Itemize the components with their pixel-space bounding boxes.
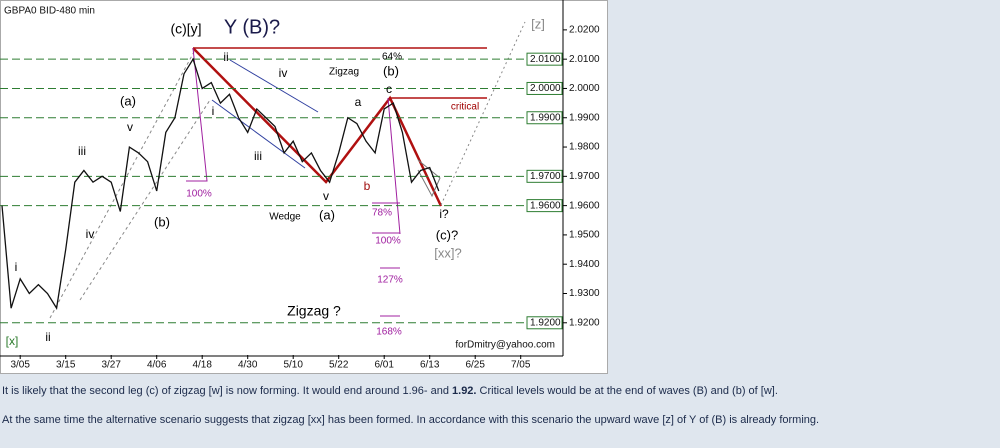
annotation: ii	[223, 50, 228, 64]
annotation: v	[127, 120, 133, 134]
x-tick-label: 6/13	[420, 360, 440, 371]
annotation: iv	[279, 66, 288, 80]
channel-line	[229, 59, 319, 113]
annotation: v	[323, 189, 329, 203]
price-line	[1, 57, 440, 310]
text: Critical levels would be at the end of w…	[476, 385, 778, 397]
x-tick-label: 6/25	[465, 360, 485, 371]
x-tick-label: 3/05	[10, 360, 30, 371]
y-tick-label: 1.9300	[569, 288, 600, 299]
annotation: i	[212, 104, 215, 118]
annotation: 168%	[376, 327, 402, 338]
annotation: iii	[254, 149, 262, 163]
level-box	[526, 199, 563, 213]
annotation: (c)[y]	[170, 21, 201, 37]
chart-title: GBPA0 BID-480 min	[4, 6, 95, 17]
level-label: 2.0100	[530, 54, 561, 65]
text: It is likely that the second leg (c) of …	[2, 385, 453, 397]
x-tick-label: 6/01	[374, 360, 394, 371]
annotation: iii	[78, 144, 86, 158]
level-box	[526, 111, 563, 125]
paragraph: At the same time the alternative scenari…	[2, 414, 820, 426]
x-tick-label: 5/10	[283, 360, 303, 371]
x-tick-label: 5/22	[329, 360, 349, 371]
chart: GBPA0 BID-480 min forDmitry@yahoo.com 2.…	[0, 0, 608, 374]
level-box	[526, 81, 563, 95]
annotation: 100%	[375, 236, 401, 247]
text-bold: 1.92.	[452, 385, 477, 397]
fib-line	[387, 97, 401, 235]
x-tick-label: 4/06	[147, 360, 167, 371]
paragraph: It is likely that the second leg (c) of …	[2, 385, 992, 398]
y-tick-label: 1.9700	[569, 171, 600, 182]
level-box	[526, 316, 563, 330]
level-label: 1.9200	[530, 317, 561, 328]
annotation: 127%	[377, 275, 403, 286]
annotation: 64%	[382, 52, 402, 63]
channel-line	[211, 99, 306, 169]
annotation: Wedge	[269, 212, 301, 223]
y-tick-label: 1.9800	[569, 142, 600, 153]
credit: forDmitry@yahoo.com	[455, 340, 555, 351]
channel-line	[49, 49, 196, 319]
y-tick-label: 2.0100	[569, 54, 600, 65]
annotation: c	[386, 82, 392, 96]
annotation: (c)?	[436, 227, 458, 242]
wedge	[417, 159, 441, 198]
level-label: 1.9700	[530, 171, 561, 182]
annotation: iv	[86, 227, 95, 241]
wave-lines	[49, 21, 526, 319]
y-tick-label: 1.9900	[569, 112, 600, 123]
annotation: ii	[45, 330, 50, 344]
x-tick-label: 4/18	[192, 360, 212, 371]
y-tick-label: 1.9400	[569, 259, 600, 270]
y-tick-label: 2.0000	[569, 83, 600, 94]
annotation: (b)	[154, 214, 170, 229]
annotation: i?	[439, 207, 449, 221]
annotation: Y (B)?	[224, 16, 280, 38]
annotation: (a)	[120, 93, 136, 108]
chart-frame	[0, 0, 608, 374]
level-label: 1.9900	[530, 112, 561, 123]
level-label: 2.0000	[530, 83, 561, 94]
level-box	[526, 169, 563, 183]
annotation: Zigzag	[329, 67, 359, 78]
annotation: critical	[451, 102, 479, 113]
annotation: [x]	[6, 334, 19, 348]
y-tick-label: 2.0200	[569, 25, 600, 36]
y-tick-label: 1.9500	[569, 230, 600, 241]
x-tick-label: 3/27	[101, 360, 121, 371]
annotation: i	[15, 260, 18, 274]
annotation: (a)	[319, 207, 335, 222]
projection-line	[440, 21, 526, 206]
annotation: 78%	[372, 208, 392, 219]
annotation: 100%	[186, 189, 212, 200]
fib-line	[186, 47, 208, 182]
channel-line	[79, 99, 211, 301]
y-tick-label: 1.9200	[569, 317, 600, 328]
wave-zigzag	[192, 47, 443, 207]
annotation: [xx]?	[434, 245, 461, 260]
x-tick-label: 3/15	[56, 360, 76, 371]
y-tick-label: 1.9600	[569, 200, 600, 211]
x-tick-label: 7/05	[511, 360, 531, 371]
annotation: (b)	[383, 63, 399, 78]
x-tick-label: 4/30	[238, 360, 258, 371]
annotation: Zigzag ?	[287, 303, 341, 319]
level-box	[526, 52, 563, 66]
annotation: b	[364, 179, 371, 193]
level-label: 1.9600	[530, 200, 561, 211]
annotation: a	[355, 95, 362, 109]
annotation: [z]	[531, 16, 545, 31]
